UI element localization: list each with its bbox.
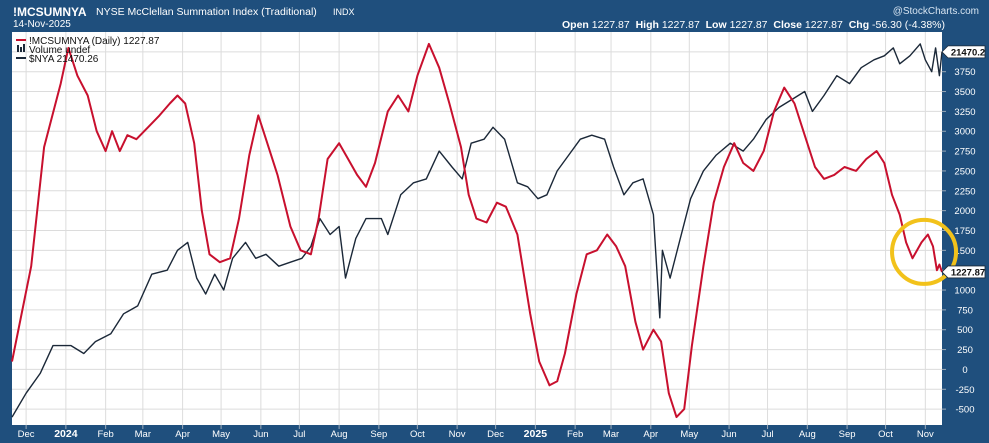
x-tick-label: Oct <box>410 429 425 440</box>
date-label: 14-Nov-2025 <box>13 19 71 30</box>
low-label: Low <box>705 19 727 31</box>
exchange-label: INDX <box>333 7 355 17</box>
close-value: 1227.87 <box>804 19 843 31</box>
chart-title: NYSE McClellan Summation Index (Traditio… <box>96 6 317 18</box>
y-tick-label: -500 <box>955 405 974 416</box>
highlight-circle <box>890 217 959 286</box>
mcsum-last-label: 1227.87 <box>951 267 985 278</box>
legend: !MCSUMNYA (Daily) 1227.87 Volume undef $… <box>16 36 160 65</box>
x-tick-label: Nov <box>449 429 466 440</box>
x-tick-label: Sep <box>839 429 856 440</box>
volume-bar-icon <box>17 45 19 52</box>
open-label: Open <box>562 19 589 31</box>
y-tick-label: 1500 <box>954 246 975 257</box>
mcsum-series-line <box>11 42 943 419</box>
stockcharts-logo: @StockCharts.com <box>892 6 979 17</box>
x-tick-label: Dec <box>487 429 504 440</box>
x-tick-label: Sep <box>370 429 387 440</box>
chg-value: -56.30 (-4.38%) <box>872 19 945 31</box>
y-tick-label: -250 <box>955 385 974 396</box>
high-value: 1227.87 <box>661 19 700 31</box>
y-tick-label: 3750 <box>954 67 975 78</box>
x-tick-label: Jul <box>761 429 773 440</box>
x-tick-label: Apr <box>643 429 658 440</box>
volume-bar-icon-3 <box>23 44 25 52</box>
plot-area <box>12 32 942 425</box>
x-tick-label: Dec <box>18 429 35 440</box>
y-tick-label: 3500 <box>954 87 975 98</box>
nya-last-label-box <box>941 45 986 59</box>
x-tick-label: May <box>680 429 698 440</box>
last-value-labels: 21470.2 1227.87 <box>941 45 986 279</box>
mcsum-last-label-box <box>941 265 986 279</box>
highlight-layer <box>890 217 959 286</box>
legend-volume: Volume undef <box>29 45 90 56</box>
y-tick-label: 1000 <box>954 286 975 297</box>
x-tick-label: Nov <box>917 429 934 440</box>
x-tick-label: Mar <box>603 429 619 440</box>
series-lines <box>11 42 943 419</box>
y-tick-label: 1750 <box>954 226 975 237</box>
y-tick-label: 250 <box>957 345 973 356</box>
volume-bar-icon-2 <box>20 47 22 52</box>
y-tick-label: 2500 <box>954 166 975 177</box>
x-tick-label: May <box>212 429 230 440</box>
high-label: High <box>635 19 659 31</box>
x-tick-label: Jun <box>253 429 268 440</box>
x-tick-label: Jun <box>721 429 736 440</box>
nya-last-label: 21470.2 <box>951 47 985 58</box>
low-value: 1227.87 <box>729 19 768 31</box>
x-tick-label: Aug <box>799 429 816 440</box>
x-tick-label: Jul <box>293 429 305 440</box>
y-tick-label: 2000 <box>954 206 975 217</box>
y-tick-label: 0 <box>962 365 967 376</box>
x-tick-label: Apr <box>175 429 190 440</box>
legend-mcsum: !MCSUMNYA (Daily) 1227.87 <box>29 36 160 47</box>
chg-label: Chg <box>848 19 870 31</box>
x-tick-label: 2025 <box>524 428 548 440</box>
y-tick-label: 500 <box>957 325 973 336</box>
legend-nya: $NYA 21470.26 <box>29 54 99 65</box>
x-tick-label: Oct <box>878 429 893 440</box>
y-tick-label: 2250 <box>954 186 975 197</box>
ohlc-readout: Open 1227.87 High 1227.87 Low 1227.87 Cl… <box>562 19 945 31</box>
y-tick-label: 3000 <box>954 127 975 138</box>
symbol-label: !MCSUMNYA <box>13 5 87 19</box>
open-value: 1227.87 <box>591 19 630 31</box>
x-axis: Dec 2024 Feb Mar Apr May Jun Jul Aug Sep Oct Nov Dec… <box>18 425 934 440</box>
x-tick-label: Feb <box>567 429 583 440</box>
x-tick-label: 2024 <box>54 428 78 440</box>
x-tick-label: Feb <box>97 429 113 440</box>
y-tick-label: 750 <box>957 305 973 316</box>
x-tick-label: Mar <box>135 429 151 440</box>
y-tick-label: 2750 <box>954 147 975 158</box>
y-tick-label: 3250 <box>954 107 975 118</box>
close-label: Close <box>773 19 802 31</box>
nya-series-line <box>11 43 943 418</box>
x-tick-label: Aug <box>331 429 348 440</box>
